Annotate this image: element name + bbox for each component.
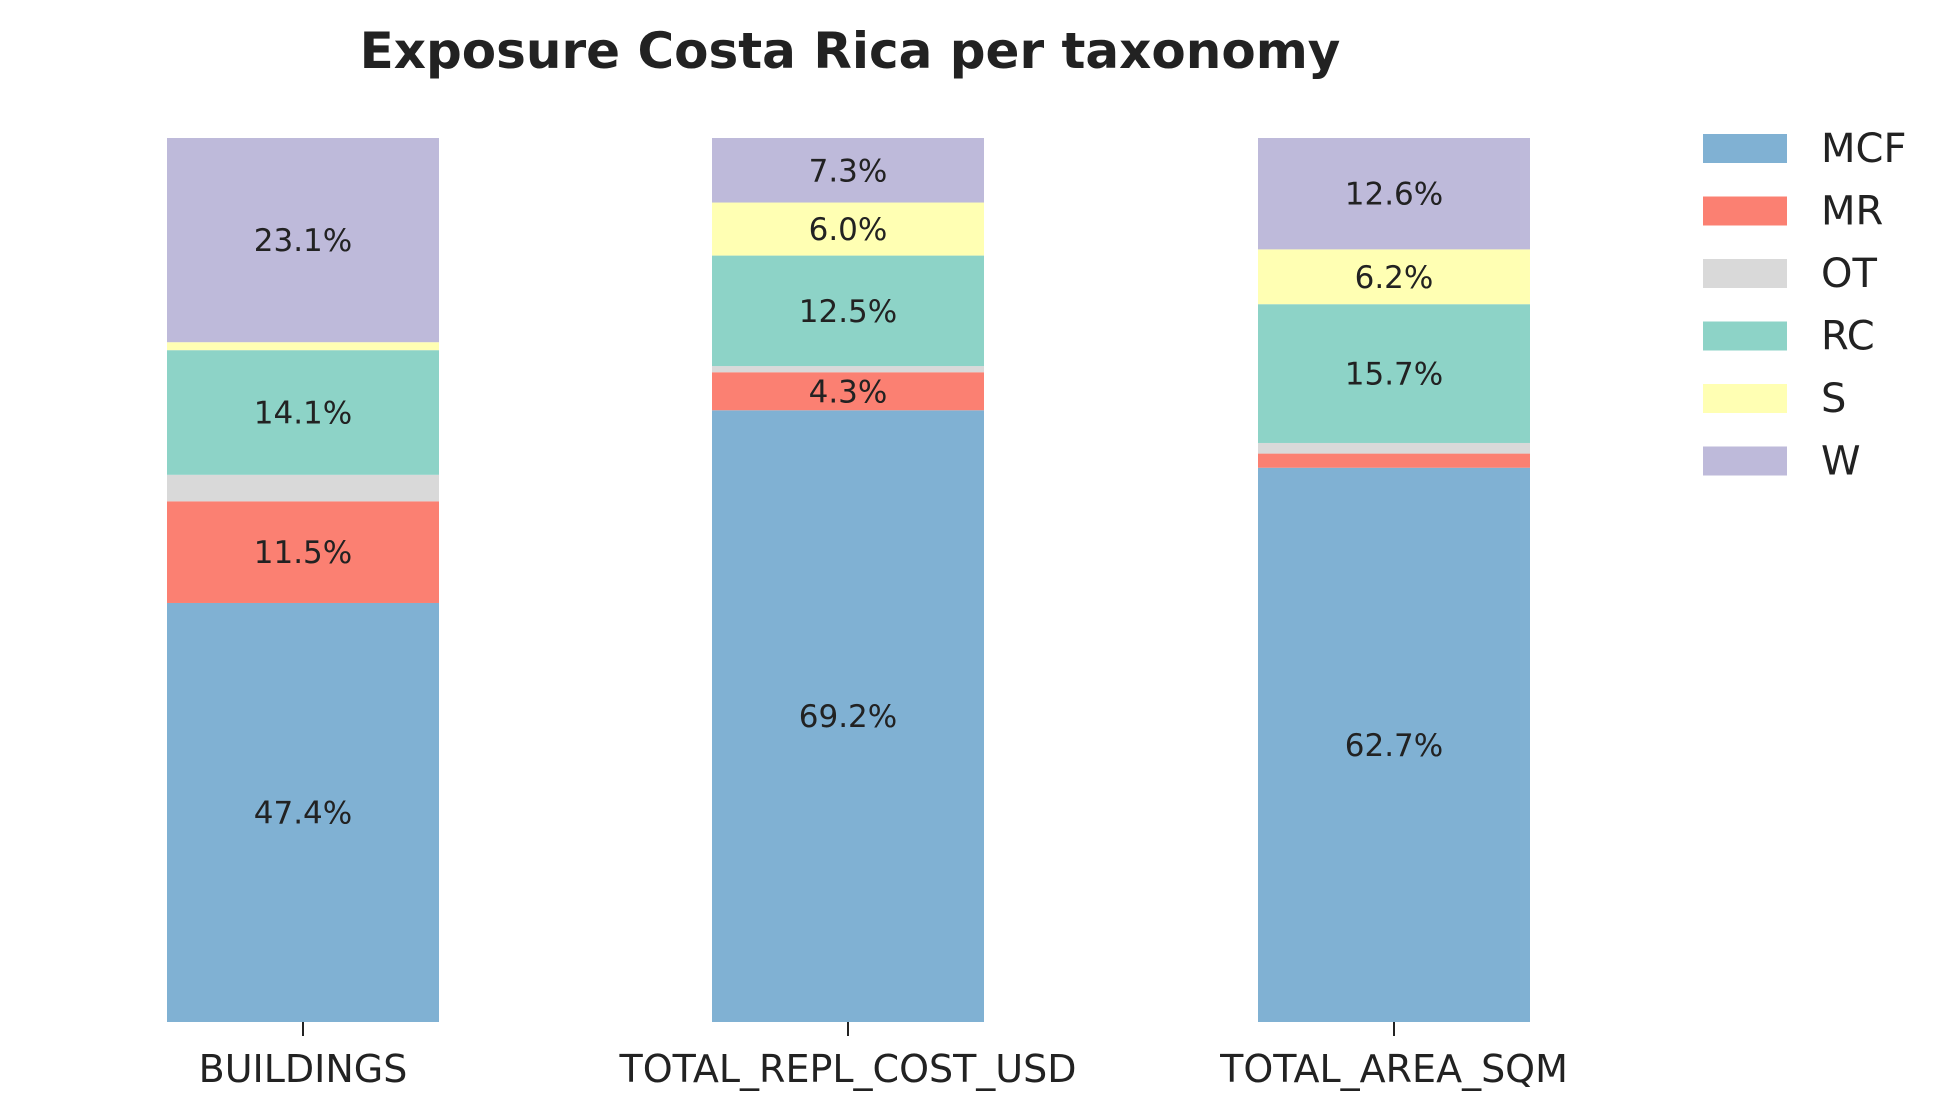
- bar-segment-rc-total_repl_cost_usd: [712, 255, 984, 367]
- bar-segment-w-total_repl_cost_usd: [712, 138, 984, 203]
- x-axis: BUILDINGS TOTAL_REPL_COST_USD TOTAL_AREA_S…: [199, 1022, 1568, 1091]
- bar-segment-rc-buildings: [167, 350, 439, 475]
- bar-segment-s-total_area_sqm: [1258, 249, 1530, 305]
- data-label-mr-total_repl_cost_usd: 4.3%: [809, 374, 888, 410]
- legend-swatch-rc: [1703, 321, 1787, 351]
- data-label-rc-total_repl_cost_usd: 12.5%: [799, 294, 897, 330]
- bar-segment-mcf-buildings: [167, 602, 439, 1022]
- legend-label-s: S: [1821, 376, 1846, 422]
- data-label-w-total_area_sqm: 12.6%: [1345, 177, 1443, 213]
- x-tick-label: TOTAL_AREA_SQM: [1219, 1047, 1568, 1091]
- bar-segment-w-buildings: [167, 138, 439, 343]
- legend-swatch-ot: [1703, 259, 1787, 288]
- legend[interactable]: MCF MR OT RC SW: [1703, 126, 1906, 485]
- legend-swatch-mcf: [1703, 134, 1787, 163]
- data-label-mr-buildings: 11.5%: [254, 535, 352, 571]
- legend-swatch-s: [1703, 384, 1787, 413]
- legend-label-mcf: MCF: [1821, 126, 1906, 172]
- legend-swatch-w: [1703, 446, 1787, 476]
- bar-segment-ot-total_area_sqm: [1258, 442, 1530, 454]
- data-label-w-buildings: 23.1%: [254, 223, 352, 259]
- data-label-s-total_repl_cost_usd: 6.0%: [809, 212, 888, 248]
- bar-segment-mcf-total_repl_cost_usd: [712, 410, 984, 1023]
- x-tick-label: TOTAL_REPL_COST_USD: [618, 1047, 1076, 1091]
- data-label-rc-buildings: 14.1%: [254, 395, 352, 431]
- legend-label-ot: OT: [1821, 251, 1877, 297]
- chart-title: Exposure Costa Rica per taxonomy: [359, 22, 1341, 80]
- data-label-w-total_repl_cost_usd: 7.3%: [809, 153, 888, 189]
- bar-segment-mr-total_area_sqm: [1258, 453, 1530, 468]
- bars-layer: [167, 138, 1530, 1023]
- bar-segment-ot-buildings: [167, 474, 439, 502]
- bar-segment-s-buildings: [167, 342, 439, 351]
- data-label-s-total_area_sqm: 6.2%: [1355, 260, 1434, 296]
- bar-segment-ot-total_repl_cost_usd: [712, 366, 984, 373]
- bar-segment-rc-total_area_sqm: [1258, 304, 1530, 443]
- legend-label-rc: RC: [1821, 314, 1875, 360]
- data-label-mcf-buildings: 47.4%: [254, 795, 352, 831]
- bar-segment-mr-total_repl_cost_usd: [712, 372, 984, 411]
- bar-segment-mr-buildings: [167, 501, 439, 603]
- legend-label-w: W: [1821, 439, 1861, 485]
- data-label-mcf-total_area_sqm: 62.7%: [1345, 728, 1443, 764]
- legend-label-mr: MR: [1821, 189, 1883, 235]
- x-tick-label: BUILDINGS: [199, 1047, 408, 1091]
- data-label-mcf-total_repl_cost_usd: 69.2%: [799, 699, 897, 735]
- bar-segment-s-total_repl_cost_usd: [712, 202, 984, 256]
- legend-swatch-mr: [1703, 196, 1787, 226]
- data-label-rc-total_area_sqm: 15.7%: [1345, 357, 1443, 393]
- bar-segment-mcf-total_area_sqm: [1258, 467, 1530, 1022]
- bar-segment-w-total_area_sqm: [1258, 138, 1530, 250]
- bar-labels-layer: 47.4% 11.5% 14.1% 23.1% 69.2% 4.3% 12.5% 6.0% 7.…: [254, 153, 1443, 831]
